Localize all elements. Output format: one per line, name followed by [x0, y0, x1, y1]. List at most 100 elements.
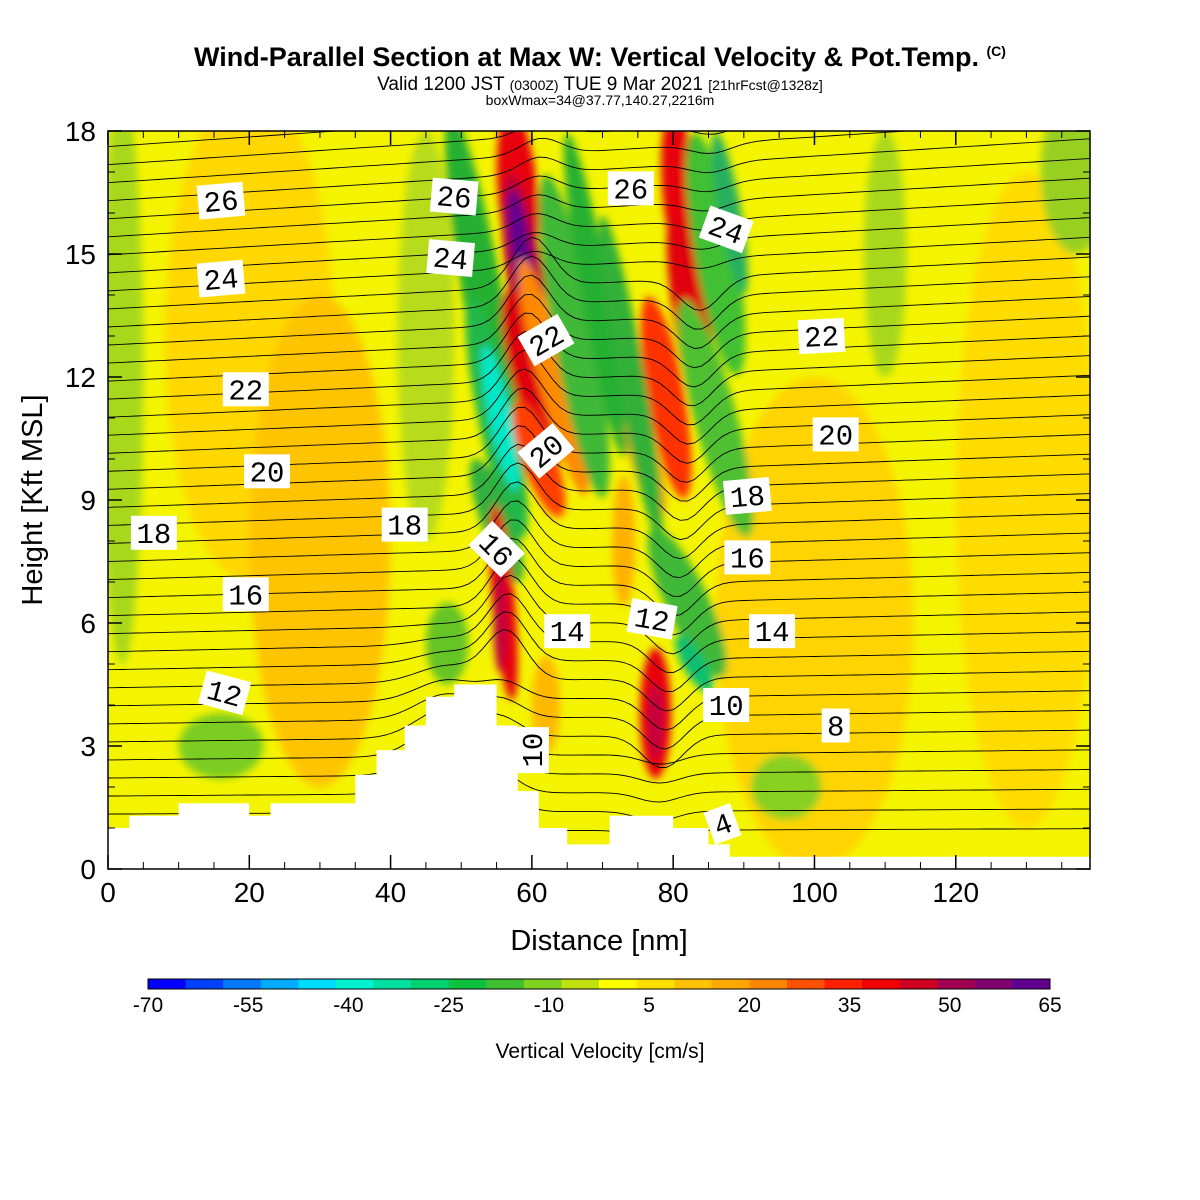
- velocity-cell: [538, 174, 610, 498]
- colorbar-tick-label: -10: [534, 994, 564, 1017]
- velocity-cell: [517, 258, 589, 496]
- colorbar-swatch: [862, 979, 901, 989]
- colorbar-swatch: [749, 979, 788, 989]
- box-wmax-line: boxWmax=34@37.77,140.27,2216m: [485, 92, 715, 108]
- velocity-cell: [178, 713, 264, 779]
- colorbar-tick-label: -40: [333, 994, 363, 1017]
- valid-utc: (0300Z): [509, 77, 559, 93]
- contour-label: 8: [821, 708, 850, 745]
- theta-contour-line: [108, 255, 1090, 330]
- velocity-cell: [675, 635, 714, 693]
- colorbar-swatch: [335, 979, 374, 989]
- theta-contour-line: [108, 131, 344, 148]
- colorbar-tick-label: -70: [133, 994, 163, 1017]
- theta-contour-line: [108, 556, 1090, 636]
- theta-contour-line: [108, 158, 1090, 220]
- contour-label-box: [244, 454, 290, 489]
- velocity-cell: [750, 754, 822, 820]
- theta-contour-line: [108, 293, 1090, 369]
- contour-label-box: [812, 417, 859, 452]
- contour-label-text: 14: [755, 617, 790, 650]
- velocity-cell: [685, 132, 746, 376]
- theta-contour-line: [108, 735, 1090, 784]
- colorbar-swatch: [786, 979, 825, 989]
- contour-label-box: [544, 614, 591, 649]
- contour-label-box: [222, 372, 269, 407]
- contour-label-box: [197, 670, 252, 716]
- theta-contour-line: [108, 236, 1090, 292]
- theta-contour-line: [108, 537, 1090, 617]
- contour-label-box: [698, 205, 754, 254]
- contour-label-box: [381, 507, 428, 542]
- contour-label: 18: [381, 507, 428, 544]
- theta-contour-line: [108, 481, 1090, 560]
- colorbar-swatch: [599, 979, 638, 989]
- contour-label-box: [703, 803, 742, 845]
- velocity-cell: [955, 172, 1090, 828]
- velocity-cell: [249, 295, 391, 787]
- contour-label-text: 24: [432, 243, 470, 279]
- theta-contour-line: [108, 443, 1090, 521]
- contour-label-box: [517, 422, 575, 479]
- velocity-cell: [563, 133, 628, 457]
- y-axis-label: Height [Kft MSL]: [17, 394, 49, 605]
- theta-contour-line: [108, 217, 1090, 274]
- velocity-cell: [677, 299, 754, 537]
- theta-contour-line: [108, 274, 1090, 349]
- contour-label-text: 8: [827, 712, 844, 745]
- contour-label-text: 18: [729, 480, 767, 516]
- contour-label: 26: [429, 177, 479, 217]
- contour-label: 10: [703, 688, 750, 724]
- contour-label: 20: [244, 454, 290, 490]
- velocity-cell: [640, 296, 692, 499]
- velocity-cell: [425, 602, 469, 685]
- colorbar-swatch: [1012, 979, 1051, 989]
- contour-label: 10: [514, 727, 551, 774]
- x-tick-label: 120: [932, 877, 979, 908]
- theta-contour-line: [108, 593, 1090, 674]
- theta-contour-line: [108, 131, 913, 184]
- copyright-mark: (C): [986, 43, 1006, 59]
- contour-label-text: 20: [250, 457, 285, 490]
- contour-label: 24: [426, 239, 475, 279]
- y-tick-label: 9: [80, 485, 96, 516]
- contour-label-box: [821, 708, 850, 743]
- theta-contour-line: [108, 707, 1090, 769]
- contour-label: 16: [724, 540, 771, 576]
- colorbar-swatch: [523, 979, 562, 989]
- contour-label-box: [517, 313, 575, 367]
- contour-label: 22: [222, 372, 269, 408]
- contour-label-text: 14: [550, 617, 585, 650]
- theta-contours: [108, 131, 1090, 841]
- terrain-mask: [108, 684, 1090, 869]
- colorbar-swatch: [899, 979, 938, 989]
- theta-contour-line: [108, 721, 1090, 765]
- contour-label-box: [130, 515, 177, 550]
- contour-label: 16: [222, 577, 269, 613]
- y-tick-label: 15: [65, 239, 96, 270]
- colorbar-tick-label: 35: [838, 994, 861, 1017]
- theta-contour-line: [108, 312, 1090, 388]
- contour-label-box: [426, 239, 475, 278]
- contour-label-text: 26: [202, 185, 240, 221]
- valid-date: TUE 9 Mar 2021: [563, 74, 703, 95]
- contour-label-text: 20: [818, 420, 853, 453]
- colorbar-swatch: [824, 979, 863, 989]
- contour-label-box: [749, 614, 796, 649]
- x-tick-label: 40: [375, 877, 406, 908]
- colorbar-swatch: [674, 979, 713, 989]
- x-tick-label: 60: [516, 877, 547, 908]
- colorbar-tick-label: 50: [938, 994, 961, 1017]
- velocity-cell: [481, 345, 520, 491]
- contour-label-text: 12: [632, 602, 672, 641]
- velocity-cell: [647, 527, 727, 678]
- contour-label-text: 18: [136, 519, 171, 552]
- colorbar-tick-label: 65: [1038, 994, 1061, 1017]
- contour-label-box: [703, 688, 750, 722]
- contour-label-box: [468, 520, 525, 578]
- y-tick-label: 12: [65, 362, 96, 393]
- contour-label-box: [196, 181, 246, 220]
- contour-label-box: [626, 598, 678, 640]
- theta-contour-line: [108, 368, 1090, 445]
